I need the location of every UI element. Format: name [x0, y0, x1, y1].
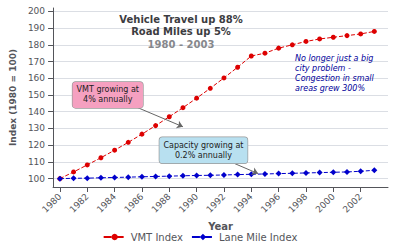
svg-text:1982: 1982 — [68, 191, 91, 214]
svg-text:2002: 2002 — [341, 191, 364, 214]
svg-text:100: 100 — [28, 174, 45, 184]
svg-text:180: 180 — [28, 40, 45, 50]
svg-text:140: 140 — [28, 107, 45, 117]
svg-text:VMT Index: VMT Index — [131, 232, 183, 243]
svg-text:No longer just a big: No longer just a big — [295, 54, 373, 63]
svg-text:1996: 1996 — [259, 191, 282, 214]
svg-text:1984: 1984 — [95, 191, 118, 214]
svg-text:190: 190 — [28, 23, 45, 33]
svg-text:170: 170 — [28, 57, 45, 67]
svg-text:Capacity growing at: Capacity growing at — [163, 141, 243, 150]
svg-text:1988: 1988 — [150, 191, 173, 214]
svg-text:0.2% annually: 0.2% annually — [175, 151, 232, 160]
svg-text:city problem -: city problem - — [295, 64, 351, 73]
svg-text:120: 120 — [28, 140, 45, 150]
svg-text:1994: 1994 — [232, 191, 255, 214]
svg-text:110: 110 — [28, 157, 45, 167]
svg-text:2000: 2000 — [314, 191, 337, 214]
svg-text:160: 160 — [28, 73, 45, 83]
svg-text:4% annually: 4% annually — [83, 95, 133, 104]
svg-text:Vehicle Travel up 88%: Vehicle Travel up 88% — [119, 14, 242, 25]
svg-text:1998: 1998 — [286, 191, 309, 214]
svg-text:Index (1980 = 100): Index (1980 = 100) — [8, 49, 18, 146]
svg-text:Year: Year — [207, 221, 233, 232]
svg-text:1986: 1986 — [122, 191, 145, 214]
svg-text:1992: 1992 — [204, 191, 227, 214]
svg-text:1990: 1990 — [177, 191, 200, 214]
svg-text:areas grew 300%: areas grew 300% — [295, 84, 365, 93]
svg-text:1980: 1980 — [40, 191, 63, 214]
svg-text:Lane Mile Index: Lane Mile Index — [219, 232, 297, 243]
svg-text:1980 - 2003: 1980 - 2003 — [148, 39, 215, 50]
svg-text:130: 130 — [28, 123, 45, 133]
svg-text:150: 150 — [28, 90, 45, 100]
svg-text:VMT growing at: VMT growing at — [77, 85, 139, 94]
svg-text:200: 200 — [28, 6, 45, 16]
svg-text:Congestion in small: Congestion in small — [295, 74, 375, 83]
svg-text:Road Miles up 5%: Road Miles up 5% — [131, 26, 231, 37]
